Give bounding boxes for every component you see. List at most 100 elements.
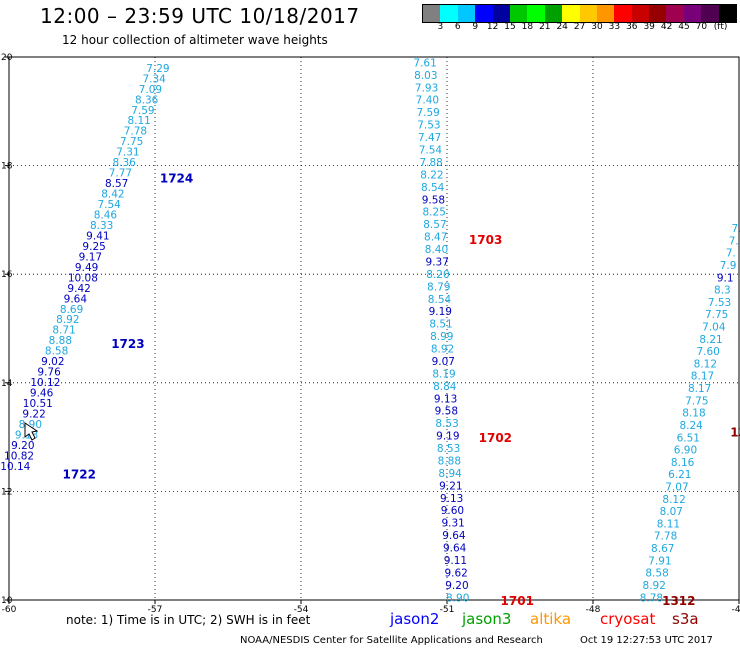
colorbar-swatch [683, 5, 702, 22]
wave-height-label: 7.29 [146, 63, 169, 75]
colorbar-swatch [649, 5, 667, 22]
wave-height-label: 9.19 [436, 431, 459, 443]
colorbar-label: 3 [437, 22, 444, 32]
colorbar-label: 18 [521, 22, 534, 32]
wave-height-label: 8.54 [428, 294, 452, 306]
colorbar-swatch [457, 5, 476, 22]
wave-height-label: 7.93 [415, 82, 438, 94]
wave-height-label: 8.47 [424, 232, 447, 244]
pass-number-label: 1701 [501, 594, 534, 608]
legend-altika: altika [530, 610, 572, 628]
wave-height-label: 6.51 [677, 432, 700, 444]
wave-height-label: 7. [732, 223, 740, 235]
page-subtitle: 12 hour collection of altimeter wave hei… [62, 33, 328, 47]
legend-jason3: jason3 [462, 610, 512, 628]
wave-height-label: 8.07 [660, 506, 683, 518]
wave-height-label: 9.19 [429, 306, 452, 318]
wave-height-label: 8.92 [643, 580, 666, 592]
wave-height-label: 8.12 [694, 358, 717, 370]
wave-height-label: 10.08 [68, 272, 98, 284]
wave-height-label: 9.64 [64, 293, 88, 305]
wave-height-label: 8.24 [679, 420, 703, 432]
wave-height-label: 9.58 [422, 194, 445, 206]
wave-height-label: 8.79 [427, 281, 450, 293]
wave-height-label: 8.58 [645, 568, 668, 580]
wave-height-label: 9.13 [434, 393, 457, 405]
colorbar-label: 39 [643, 22, 655, 32]
wave-height-label: 9.64 [442, 530, 466, 542]
wave-height-label: 8.40 [425, 244, 448, 256]
wave-height-label: 7.77 [109, 168, 132, 180]
colorbar-swatch [631, 5, 650, 22]
wave-height-label: 8.3 [714, 285, 731, 297]
wave-height-label: 7.40 [416, 95, 439, 107]
wave-height-label: 8.88 [49, 335, 72, 347]
wave-height-label: 8.22 [420, 169, 443, 181]
wave-height-label: 7. [726, 248, 736, 260]
pass-number-label: 1703 [469, 233, 502, 247]
colorbar-label: 45 [678, 22, 690, 32]
wave-height-label: 10.82 [4, 450, 34, 462]
colorbar-swatch [596, 5, 615, 22]
wave-height-label: 7.47 [418, 132, 441, 144]
colorbar-label: 70 [695, 22, 708, 32]
legend-s3a: s3a [672, 610, 699, 628]
colorbar-label: 36 [626, 22, 638, 32]
wave-height-label: 8.36 [112, 157, 136, 169]
colorbar-label: 12 [486, 22, 499, 32]
wave-height-label: 7.04 [702, 322, 726, 334]
wave-height-label: 9.58 [435, 406, 458, 418]
wave-height-label: 8.90 [19, 419, 42, 431]
satellite-track: 7.297.347.098.367.598.117.787.757.318.36… [0, 63, 169, 473]
wave-height-label: 8.67 [651, 543, 674, 555]
pass-number-label: 1724 [160, 172, 193, 186]
wave-height-label: 9.21 [439, 480, 462, 492]
colorbar-swatch [492, 5, 510, 22]
wave-height-label: 7.54 [419, 144, 443, 156]
x-tick-label: -60 [2, 605, 17, 615]
wave-height-label: 9.11 [444, 555, 467, 567]
colorbar-swatch [475, 5, 493, 22]
wave-height-label: 7.9 [720, 260, 737, 272]
wave-height-label: 8.03 [414, 70, 437, 82]
y-tick-label: 20 [1, 53, 13, 63]
y-tick-label: 18 [1, 162, 13, 172]
wave-height-label: 9.76 [37, 367, 61, 379]
satellite-track: 7.7.7.7.99.18.37.537.757.048.217.608.128… [640, 223, 740, 604]
wave-height-label: 10.51 [23, 398, 53, 410]
x-tick-label: -48 [586, 605, 601, 615]
footer-note: note: 1) Time is in UTC; 2) SWH is in fe… [66, 613, 311, 627]
x-tick-label: -45 [732, 605, 740, 615]
colorbar-label: 21 [539, 22, 551, 32]
wave-height-label: 7.31 [116, 147, 139, 159]
colorbar-swatch [718, 5, 737, 22]
wave-height-label: 9.60 [441, 505, 464, 517]
wave-height-label: 8.84 [433, 381, 457, 393]
legend-jason2: jason2 [390, 610, 440, 628]
wave-height-label: 9.64 [443, 543, 467, 555]
wave-height-label: 7.07 [665, 482, 688, 494]
colorbar-swatch [562, 5, 580, 22]
wave-height-label: 8.18 [682, 408, 705, 420]
wave-height-label: 7.75 [120, 136, 143, 148]
wave-height-label: 9.37 [426, 256, 449, 268]
colorbar [422, 4, 738, 23]
map-axes: -60 -57 -54 -51 -48 -45 20 18 16 14 12 10 [1, 53, 740, 615]
page-title: 12:00 – 23:59 UTC 10/18/2017 [40, 4, 360, 28]
wave-height-label: 8.21 [699, 334, 722, 346]
wave-height-label: 7.59 [131, 105, 154, 117]
wave-height-label: 8.25 [423, 207, 446, 219]
wave-height-label: 7.09 [139, 84, 162, 96]
wave-height-label: 9.13 [440, 493, 463, 505]
colorbar-swatch [701, 5, 719, 22]
wave-height-label: 8.92 [431, 344, 454, 356]
pass-number-label: 1702 [479, 431, 512, 445]
y-tick-label: 14 [1, 379, 13, 389]
pass-number-label: 13 [730, 426, 740, 440]
colorbar-swatch [440, 5, 458, 22]
wave-height-label: 8.42 [101, 189, 124, 201]
footer-timestamp: Oct 19 12:27:53 UTC 2017 [580, 635, 713, 646]
wave-height-label: 7.53 [708, 297, 731, 309]
